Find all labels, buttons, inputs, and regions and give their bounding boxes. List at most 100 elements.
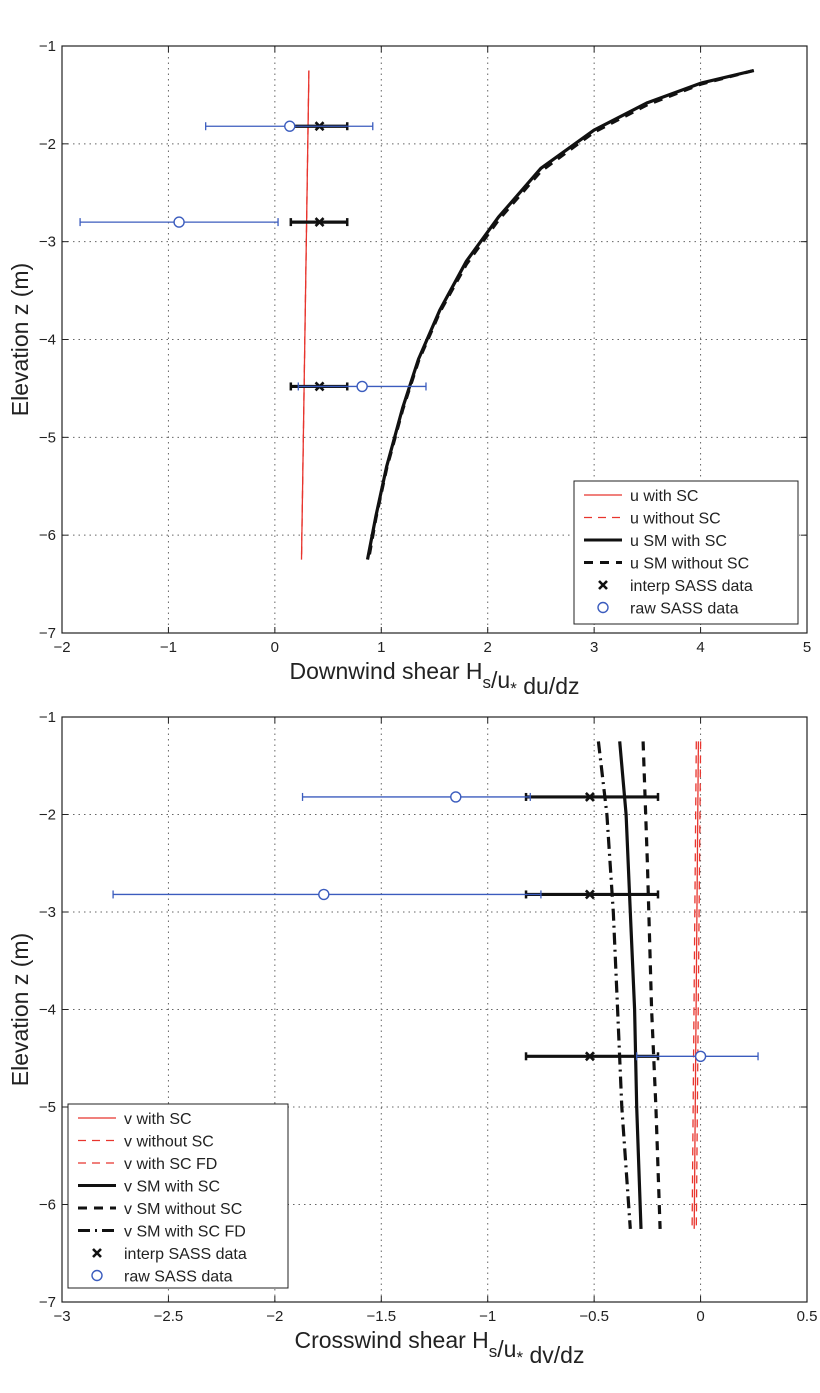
errorbar-raw-sass-data [301,791,531,803]
x-axis-label: Downwind shear Hs/u* du/dz [290,658,580,699]
x-tick-label: −1 [160,639,177,656]
x-axis-label: Crosswind shear Hs/u* dv/dz [295,1327,585,1368]
data-point-circle [356,380,368,393]
legend-label: raw SASS data [124,1269,233,1286]
legend-box [67,1103,289,1289]
x-tick-label: 0 [271,639,279,656]
errorbar-interp-sass-data [524,792,660,802]
plot-frame [61,45,808,634]
legend-label: v without SC [124,1134,214,1151]
legend-label: u SM with SC [630,533,727,550]
y-tick-label: −7 [39,1294,56,1311]
legend-item: raw SASS data [91,1269,233,1286]
y-tick-label: −1 [39,38,56,55]
errorbar-raw-sass-data [297,380,427,393]
data-point-circle [173,216,185,228]
y-tick-label: −4 [39,332,56,349]
data-point-circle [450,791,462,803]
series-line-v-sm-with-sc-fd [596,741,632,1230]
y-tick-label: −2 [39,136,56,153]
x-tick-label: 3 [590,639,598,656]
legend-label: u SM without SC [630,556,749,573]
data-point-x [584,1051,595,1062]
y-tick-label: −6 [39,1197,56,1214]
data-point-circle [284,120,296,132]
legend-item: v with SC FD [78,1156,217,1173]
errorbar-raw-sass-data [636,1050,759,1063]
series-line-v-with-sc-fd [695,741,702,1229]
x-tick-label: 0 [696,1308,704,1325]
y-tick-label: −7 [39,625,56,642]
chart-2: −3 −2.5 −2 −1.5 −1 −0.5 0 0.5 −7 −6 −5 −4 −3 −2 −1 Cros… [7,709,817,1368]
series-line-v-sm-without-sc [641,741,662,1229]
x-tick-label: −0.5 [579,1308,609,1325]
series-line-v-sm-with-sc [618,741,643,1229]
data-point-x [314,217,325,228]
legend-label: v with SC [124,1111,192,1128]
data-point-circle [318,888,330,901]
x-tick-label: −1.5 [366,1308,396,1325]
y-axis-label: Elevation z (m) [7,933,33,1086]
legend-label: interp SASS data [630,578,753,595]
x-tick-label: 5 [803,639,811,656]
errorbar-raw-sass-data [79,216,279,228]
errorbar-interp-sass-data [289,217,349,228]
legend: v with SC v without SC v with SC FD v SM wi… [67,1103,289,1289]
grid [62,717,807,1302]
legend-label: raw SASS data [630,601,739,618]
legend-item: u SM without SC [584,556,749,573]
x-tick-label: 0.5 [797,1308,818,1325]
legend-item: u with SC [584,488,698,505]
legend-box [573,480,799,625]
y-tick-label: −1 [39,709,56,726]
legend-item: raw SASS data [597,601,739,618]
x-tick-label: −2 [53,639,70,656]
legend-item: v with SC [78,1111,192,1128]
legend-item: v SM with SC [78,1179,220,1196]
legend-label: v SM without SC [124,1201,242,1218]
x-tick-label: 4 [696,639,704,656]
legend-label: v SM with SC [124,1179,220,1196]
legend-item: v SM with SC FD [78,1224,246,1241]
y-tick-label: −5 [39,429,56,446]
plot-frame [61,716,808,1303]
legend-swatch [91,1269,103,1282]
series-line-v-with-sc [693,741,700,1229]
legend-item: u without SC [584,511,721,528]
series-line-u-without-sc [300,70,310,560]
errorbar-raw-sass-data [112,888,542,901]
y-tick-label: −2 [39,807,56,824]
legend-label: v with SC FD [124,1156,217,1173]
legend-item: u SM with SC [584,533,727,550]
series-line-v-without-sc [691,741,697,1229]
legend-swatch [598,580,608,590]
legend: u with SC u without SC u SM with SC u SM wi… [573,480,799,625]
legend-label: u without SC [630,511,721,528]
y-axis-label: Elevation z (m) [7,263,33,416]
x-tick-label: 1 [377,639,385,656]
x-tick-label: −1 [479,1308,496,1325]
y-tick-label: −3 [39,904,56,921]
data-point-circle [694,1050,707,1063]
data-point-x [584,792,595,802]
series-line-u-sm-without-sc [366,68,755,560]
x-tick-label: 2 [484,639,492,656]
x-tick-label: −2 [266,1308,283,1325]
x-tick-label: −3 [53,1308,70,1325]
y-tick-label: −3 [39,234,56,251]
series-line-u-sm-with-sc [365,68,755,560]
legend-label: v SM with SC FD [124,1224,246,1241]
legend-label: interp SASS data [124,1246,247,1263]
series [112,741,759,1230]
legend-item: v without SC [78,1134,214,1151]
legend-label: u with SC [630,488,698,505]
errorbar-raw-sass-data [205,120,374,132]
errorbar-interp-sass-data [524,889,660,900]
legend-item: interp SASS data [92,1246,247,1263]
chart-1: −2 −1 0 1 2 3 4 5 −7 −6 −5 −4 −3 −2 −1 Downwind shear H… [7,38,811,699]
y-tick-label: −4 [39,1002,56,1019]
legend-item: v SM without SC [78,1201,242,1218]
y-tick-label: −6 [39,527,56,544]
y-tick-label: −5 [39,1099,56,1116]
